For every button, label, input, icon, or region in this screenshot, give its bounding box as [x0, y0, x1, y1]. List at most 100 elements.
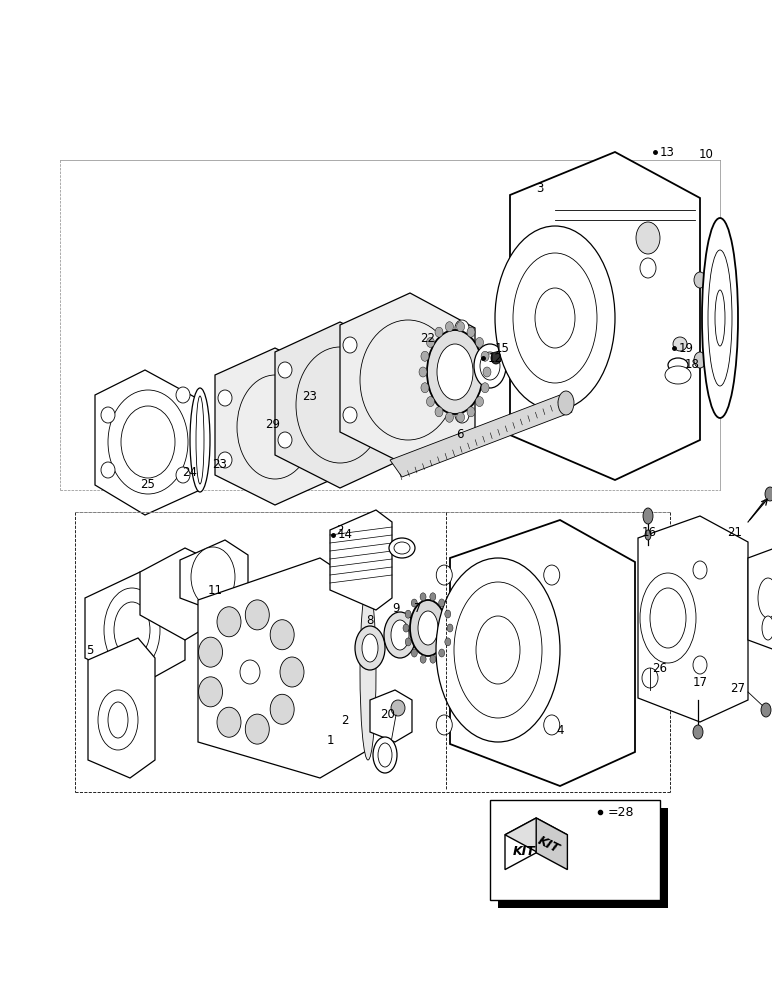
Ellipse shape [693, 725, 703, 739]
Ellipse shape [481, 351, 489, 361]
Ellipse shape [383, 432, 397, 448]
Ellipse shape [758, 578, 772, 618]
Ellipse shape [420, 655, 426, 663]
Polygon shape [88, 638, 155, 778]
Text: 23: 23 [303, 389, 317, 402]
Text: KIT: KIT [513, 845, 536, 858]
Ellipse shape [427, 330, 483, 414]
Ellipse shape [445, 610, 451, 618]
Text: 18: 18 [685, 359, 699, 371]
Ellipse shape [383, 347, 397, 363]
Ellipse shape [447, 624, 453, 632]
Ellipse shape [217, 607, 241, 637]
Ellipse shape [476, 337, 483, 347]
Ellipse shape [476, 616, 520, 684]
Ellipse shape [543, 565, 560, 585]
Ellipse shape [313, 372, 327, 388]
Ellipse shape [445, 322, 453, 332]
Text: 3: 3 [537, 182, 543, 194]
Ellipse shape [240, 660, 260, 684]
Ellipse shape [389, 538, 415, 558]
Ellipse shape [435, 327, 443, 337]
Text: 12: 12 [487, 352, 503, 364]
Ellipse shape [114, 602, 150, 658]
Ellipse shape [535, 288, 575, 348]
Ellipse shape [436, 558, 560, 742]
Ellipse shape [278, 432, 292, 448]
Text: 20: 20 [381, 708, 395, 722]
Ellipse shape [378, 743, 392, 767]
Text: 16: 16 [642, 526, 656, 538]
Text: KIT: KIT [536, 834, 562, 855]
Ellipse shape [245, 600, 269, 630]
Ellipse shape [198, 637, 222, 667]
Text: 27: 27 [730, 682, 746, 694]
Polygon shape [198, 558, 368, 778]
Ellipse shape [543, 715, 560, 735]
Ellipse shape [640, 258, 656, 278]
Ellipse shape [411, 649, 418, 657]
Ellipse shape [426, 337, 435, 347]
Text: 23: 23 [212, 458, 228, 472]
Ellipse shape [403, 624, 409, 632]
Text: 2: 2 [341, 714, 349, 726]
Ellipse shape [313, 452, 327, 468]
Ellipse shape [360, 584, 376, 760]
Ellipse shape [645, 530, 651, 540]
Polygon shape [95, 370, 200, 515]
Text: 6: 6 [456, 428, 464, 442]
Ellipse shape [513, 253, 597, 383]
Ellipse shape [430, 593, 436, 601]
Ellipse shape [245, 714, 269, 744]
Ellipse shape [343, 337, 357, 353]
Ellipse shape [480, 352, 500, 380]
Ellipse shape [668, 358, 688, 372]
Ellipse shape [483, 367, 491, 377]
Ellipse shape [108, 390, 188, 494]
Text: 21: 21 [727, 526, 743, 538]
Text: 10: 10 [699, 148, 713, 161]
Text: 14: 14 [337, 528, 353, 542]
Ellipse shape [558, 391, 574, 415]
Ellipse shape [456, 322, 465, 332]
Ellipse shape [198, 677, 222, 707]
Ellipse shape [436, 565, 452, 585]
Polygon shape [638, 516, 748, 722]
Text: 19: 19 [679, 342, 693, 355]
Text: 9: 9 [392, 601, 400, 614]
Text: 17: 17 [692, 676, 707, 688]
Ellipse shape [474, 344, 506, 388]
Ellipse shape [104, 588, 160, 672]
Ellipse shape [418, 611, 438, 645]
Ellipse shape [176, 467, 190, 483]
Ellipse shape [435, 407, 443, 417]
Polygon shape [505, 818, 537, 870]
Ellipse shape [467, 327, 475, 337]
Ellipse shape [426, 397, 435, 407]
Ellipse shape [665, 366, 691, 384]
Ellipse shape [491, 352, 501, 364]
Polygon shape [140, 548, 210, 640]
Polygon shape [390, 395, 572, 477]
Polygon shape [330, 510, 392, 610]
Ellipse shape [708, 250, 732, 386]
Ellipse shape [467, 407, 475, 417]
Ellipse shape [394, 542, 410, 554]
Ellipse shape [270, 694, 294, 724]
Ellipse shape [410, 600, 446, 656]
Ellipse shape [420, 593, 426, 601]
Ellipse shape [438, 599, 445, 607]
Text: 2: 2 [337, 524, 344, 536]
Ellipse shape [642, 668, 658, 688]
Ellipse shape [190, 388, 210, 492]
Ellipse shape [702, 218, 738, 418]
Ellipse shape [384, 612, 416, 658]
Ellipse shape [476, 397, 483, 407]
Text: 13: 13 [659, 145, 675, 158]
Polygon shape [340, 293, 475, 467]
Ellipse shape [421, 351, 429, 361]
Ellipse shape [636, 222, 660, 254]
Ellipse shape [411, 599, 417, 607]
Ellipse shape [445, 638, 451, 646]
Polygon shape [275, 322, 405, 488]
